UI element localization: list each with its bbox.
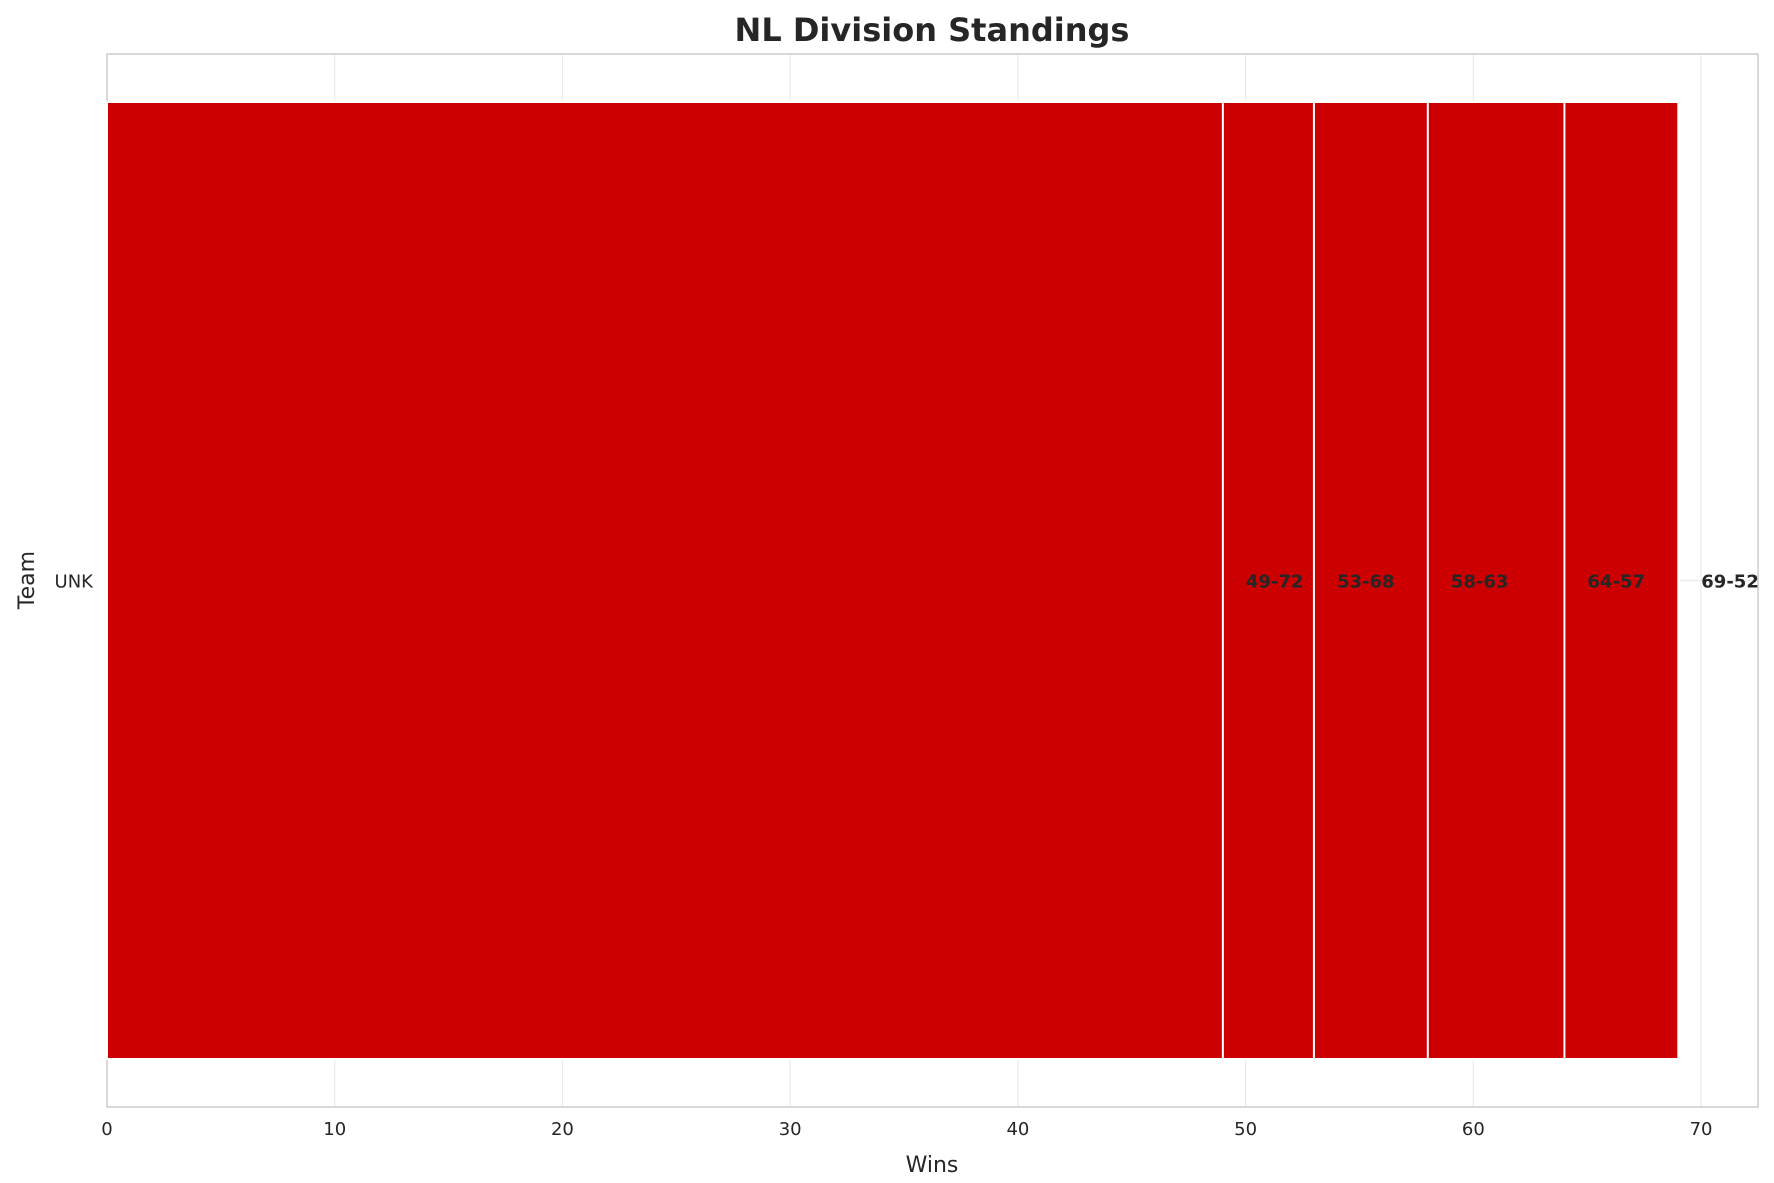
x-axis-label: Wins bbox=[906, 1153, 959, 1178]
x-tick-label: 70 bbox=[1690, 1119, 1713, 1140]
bars-group bbox=[106, 101, 1680, 1060]
data-label-69-52: 69-52 bbox=[1701, 572, 1759, 593]
x-tick-label: 0 bbox=[101, 1119, 112, 1140]
data-labels: 69-52 64-57 58-63 53-68 49-72 bbox=[1246, 572, 1759, 593]
data-label-49-72: 49-72 bbox=[1246, 572, 1304, 593]
bar-49-72 bbox=[106, 101, 1224, 1060]
chart-title: NL Division Standings bbox=[735, 11, 1130, 49]
data-label-53-68: 53-68 bbox=[1337, 572, 1395, 593]
x-tick-label: 30 bbox=[779, 1119, 802, 1140]
x-tick-label: 20 bbox=[551, 1119, 574, 1140]
data-label-64-57: 64-57 bbox=[1587, 572, 1645, 593]
x-tick-label: 50 bbox=[1234, 1119, 1257, 1140]
y-axis-label: Team bbox=[15, 551, 40, 610]
x-tick-label: 60 bbox=[1462, 1119, 1485, 1140]
y-axis-ticks: UNK bbox=[55, 572, 95, 593]
y-tick-label: UNK bbox=[55, 572, 95, 593]
x-tick-label: 40 bbox=[1006, 1119, 1029, 1140]
data-label-58-63: 58-63 bbox=[1451, 572, 1509, 593]
x-tick-label: 10 bbox=[323, 1119, 346, 1140]
x-axis-ticks: 0 10 20 30 40 50 60 70 bbox=[101, 1119, 1712, 1140]
